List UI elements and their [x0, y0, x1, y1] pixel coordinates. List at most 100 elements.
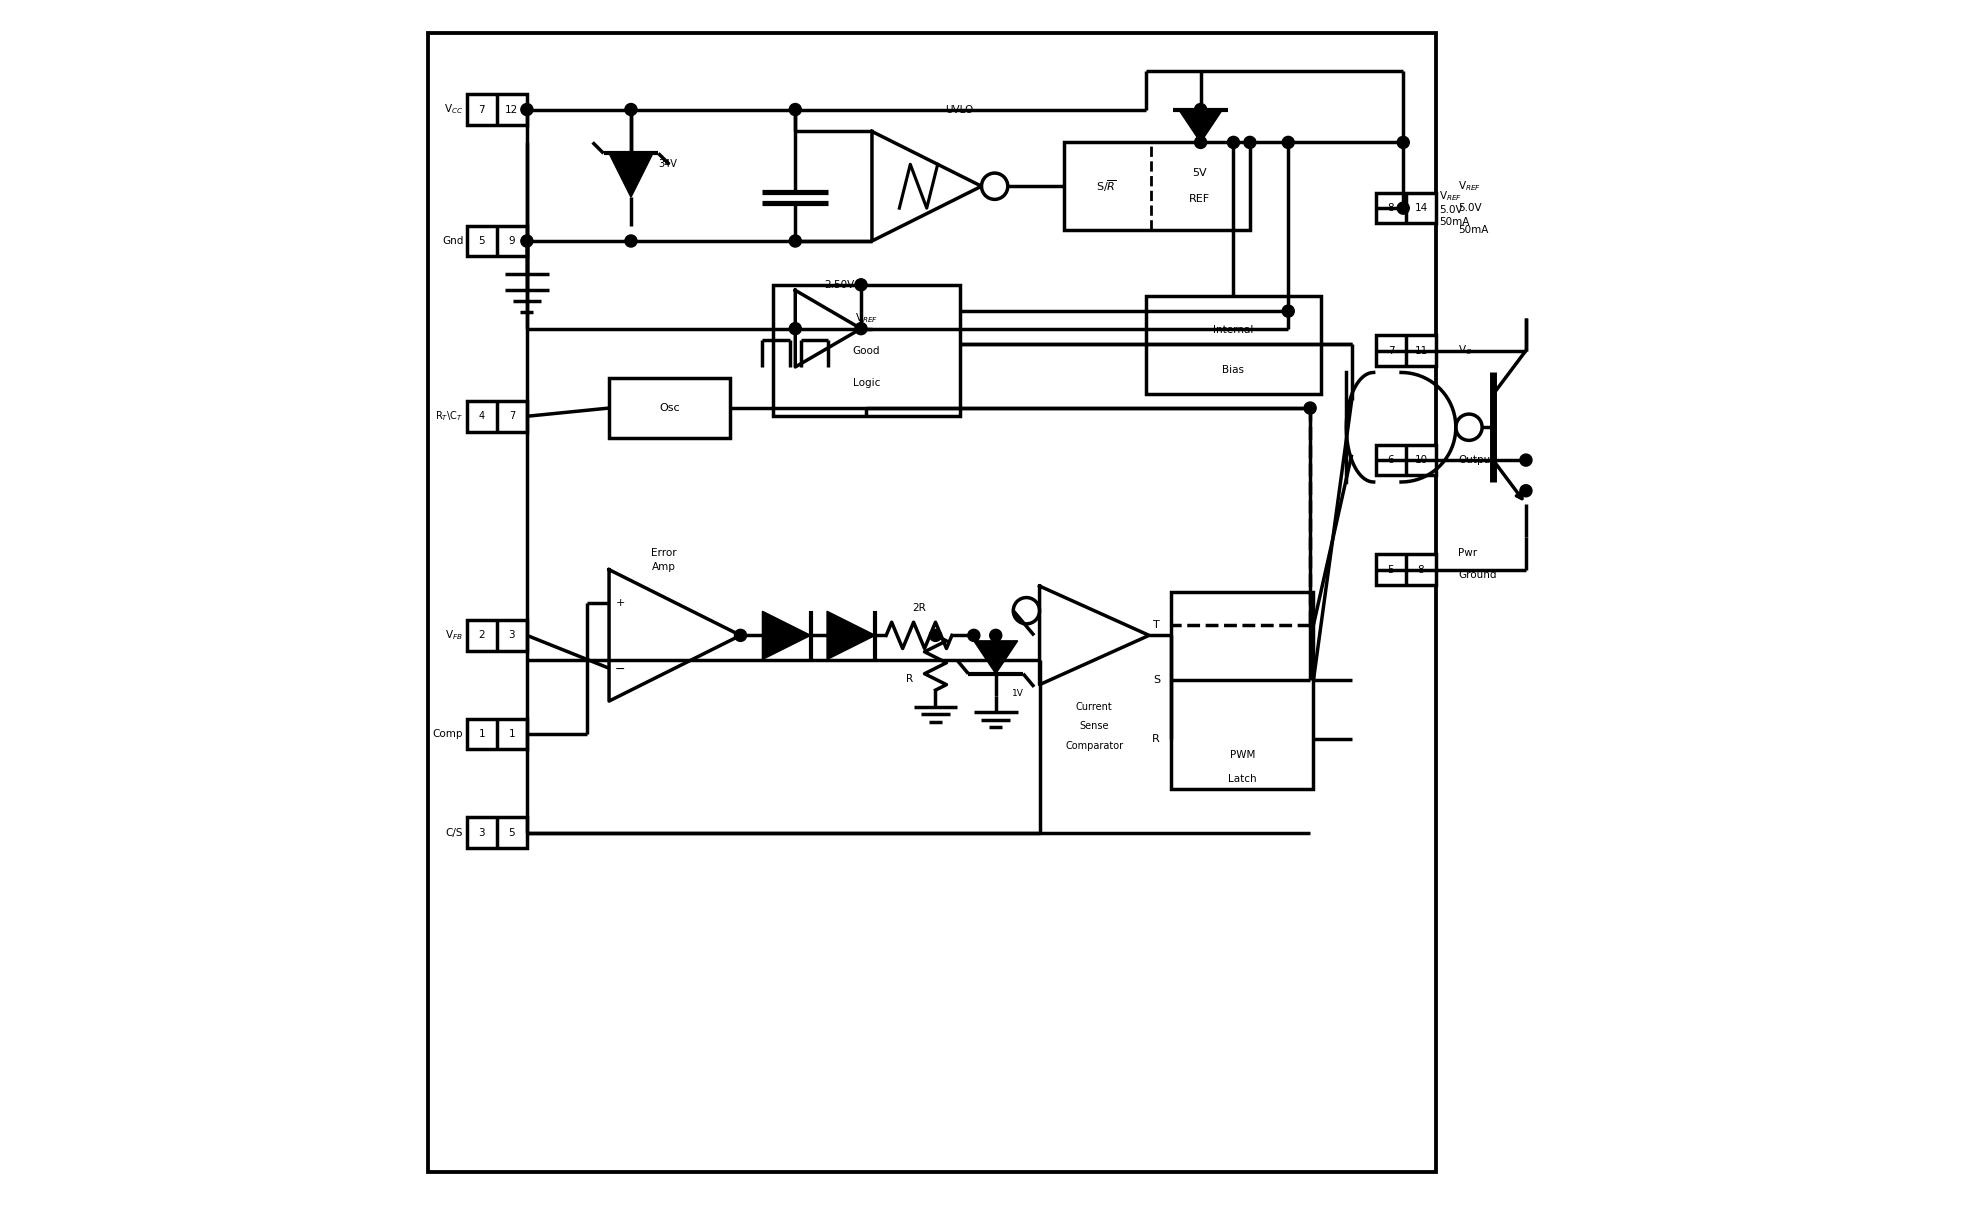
Text: Comparator: Comparator [1066, 741, 1123, 751]
Circle shape [968, 629, 980, 641]
Circle shape [1398, 136, 1409, 148]
Text: R: R [1152, 734, 1160, 745]
Text: 7: 7 [479, 105, 485, 114]
Bar [467, 718, 526, 750]
Text: V$_{REF}$
5.0V
50mA: V$_{REF}$ 5.0V 50mA [1439, 189, 1470, 227]
Text: Current: Current [1076, 701, 1113, 712]
Circle shape [989, 629, 1001, 641]
Polygon shape [974, 641, 1017, 674]
Text: 10: 10 [1415, 455, 1427, 465]
Text: Pwr: Pwr [1459, 548, 1476, 558]
Polygon shape [826, 611, 875, 659]
Text: 4: 4 [479, 411, 485, 422]
Text: 2.50V: 2.50V [824, 280, 854, 290]
Text: Logic: Logic [852, 378, 879, 388]
Text: 3: 3 [508, 630, 514, 640]
Bar [1064, 142, 1250, 230]
Text: Comp: Comp [434, 729, 463, 739]
Text: 5V: 5V [1192, 167, 1207, 178]
Text: 1: 1 [479, 729, 485, 739]
Text: 1V: 1V [1013, 689, 1025, 698]
Circle shape [1195, 136, 1207, 148]
Text: +: + [614, 598, 624, 607]
Text: 7: 7 [508, 411, 514, 422]
Circle shape [856, 323, 868, 335]
Polygon shape [1178, 110, 1223, 142]
Bar [467, 817, 526, 848]
Polygon shape [609, 153, 654, 198]
Text: 50mA: 50mA [1459, 225, 1488, 235]
Circle shape [1195, 104, 1207, 116]
Circle shape [520, 235, 532, 247]
Text: PWM: PWM [1229, 751, 1254, 760]
Text: REF: REF [1190, 194, 1209, 205]
Text: S: S [1152, 675, 1160, 686]
Bar [1376, 445, 1437, 476]
Text: Latch: Latch [1229, 774, 1256, 784]
Text: 11: 11 [1415, 346, 1427, 355]
Text: UVLO: UVLO [946, 105, 974, 114]
Text: Good: Good [852, 346, 879, 355]
Text: $-$: $-$ [614, 662, 626, 675]
Bar [1172, 592, 1313, 789]
Text: R$_T$\C$_T$: R$_T$\C$_T$ [436, 410, 463, 423]
Text: 2R: 2R [913, 602, 927, 613]
Text: 5.0V: 5.0V [1459, 204, 1482, 213]
Circle shape [789, 323, 801, 335]
Text: 2: 2 [479, 630, 485, 640]
Bar [1376, 335, 1437, 366]
Polygon shape [762, 611, 811, 659]
Bar [467, 225, 526, 257]
Text: 9: 9 [508, 236, 514, 246]
Text: 12: 12 [504, 105, 518, 114]
Bar [1376, 193, 1437, 223]
Text: C/S: C/S [446, 828, 463, 837]
Text: V$_{REF}$: V$_{REF}$ [856, 311, 877, 324]
Bar [1376, 554, 1437, 584]
Text: R: R [907, 674, 913, 684]
Circle shape [1245, 136, 1256, 148]
Text: Sense: Sense [1080, 722, 1109, 731]
Text: Bias: Bias [1223, 365, 1245, 375]
Text: Internal: Internal [1213, 325, 1254, 335]
Bar [773, 284, 960, 416]
Text: Output: Output [1459, 455, 1494, 465]
Text: 14: 14 [1415, 204, 1427, 213]
Text: 6: 6 [1388, 455, 1394, 465]
Bar [609, 378, 730, 439]
Bar [428, 33, 1437, 1172]
Text: 5: 5 [508, 828, 514, 837]
Text: Osc: Osc [660, 402, 679, 413]
Text: V$_{FB}$: V$_{FB}$ [446, 629, 463, 642]
Text: Ground: Ground [1459, 570, 1496, 580]
Text: V$_{CC}$: V$_{CC}$ [444, 102, 463, 117]
Circle shape [1519, 454, 1531, 466]
Text: 1: 1 [508, 729, 514, 739]
Text: Amp: Amp [652, 563, 675, 572]
Text: S/$\overline{R}$: S/$\overline{R}$ [1095, 178, 1117, 194]
Text: 5: 5 [479, 236, 485, 246]
Bar [1146, 295, 1321, 394]
Circle shape [624, 104, 636, 116]
Circle shape [734, 629, 746, 641]
Text: V$_C$: V$_C$ [1459, 343, 1472, 358]
Text: 8: 8 [1417, 565, 1425, 575]
Circle shape [1519, 484, 1531, 496]
Text: T: T [1154, 621, 1160, 630]
Circle shape [928, 629, 942, 641]
Text: 34V: 34V [658, 159, 677, 170]
Circle shape [1227, 136, 1239, 148]
Circle shape [520, 104, 532, 116]
Text: V$_{REF}$: V$_{REF}$ [1459, 180, 1482, 193]
Circle shape [1282, 136, 1294, 148]
Text: Gnd: Gnd [442, 236, 463, 246]
Circle shape [624, 235, 636, 247]
Circle shape [1398, 202, 1409, 214]
Bar [467, 621, 526, 651]
Bar [467, 401, 526, 431]
Circle shape [1282, 305, 1294, 317]
Circle shape [789, 104, 801, 116]
Bar [467, 94, 526, 125]
Circle shape [856, 278, 868, 290]
Text: 3: 3 [479, 828, 485, 837]
